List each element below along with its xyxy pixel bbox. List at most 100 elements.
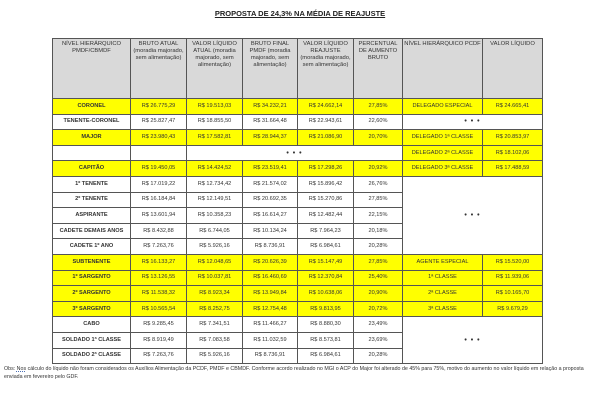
table-cell: R$ 7.263,76	[130, 347, 187, 365]
column-header: VALOR LÍQUIDO ATUAL (moradia majorado, s…	[186, 38, 243, 99]
ellipsis-cell: • • •	[402, 113, 543, 131]
table-cell: R$ 28.944,37	[242, 129, 298, 146]
table-cell: R$ 8.252,75	[186, 300, 243, 318]
table-cell: 27,85%	[353, 253, 403, 271]
column-header: VALOR LÍQUIDO	[482, 38, 543, 99]
table-row: CAPITÃO R$ 19.450,05 R$ 14.424,52 R$ 23.519…	[52, 160, 543, 177]
table-cell: R$ 10.565,54	[130, 300, 187, 318]
table-cell: R$ 7.964,23	[297, 222, 354, 240]
pcdf-value-cell: R$ 17.488,59	[482, 160, 543, 177]
pcdf-level-cell: DELEGADO 2ª CLASSE	[402, 144, 483, 162]
table-cell: R$ 13.126,55	[130, 269, 187, 287]
table-cell: R$ 6.744,05	[186, 222, 243, 240]
pcdf-level-cell: 1ª CLASSE	[402, 269, 483, 287]
table-cell: R$ 10.037,81	[186, 269, 243, 287]
table-cell: R$ 8.880,30	[297, 316, 354, 333]
table-row: CADETE 1º ANO R$ 7.263,76 R$ 5.926,16 R$ 8.…	[52, 238, 543, 255]
table-cell: R$ 20.626,39	[242, 253, 298, 271]
table-cell: R$ 12.482,44	[297, 207, 354, 224]
table-cell: R$ 26.775,29	[130, 98, 187, 115]
table-cell: 22,15%	[353, 207, 403, 224]
pcdf-value-cell: R$ 9.679,29	[482, 300, 543, 318]
table-cell: 20,92%	[353, 160, 403, 177]
document-title: PROPOSTA DE 24,3% NA MÉDIA DE REAJUSTE	[214, 9, 386, 18]
table-cell: 22,60%	[353, 113, 403, 131]
pcdf-level-cell: DELEGADO ESPECIAL	[402, 98, 483, 115]
pcdf-value-cell: R$ 18.102,06	[482, 144, 543, 162]
table-cell: R$ 34.232,21	[242, 98, 298, 115]
table-cell: R$ 16.460,69	[242, 269, 298, 287]
table-cell: R$ 15.270,86	[297, 191, 354, 209]
rank-cell: 2º TENENTE	[52, 191, 131, 209]
table-cell: R$ 15.147,49	[297, 253, 354, 271]
table-cell: R$ 12.734,42	[186, 175, 243, 193]
table-cell: R$ 18.855,50	[186, 113, 243, 131]
pcdf-value-cell: R$ 11.939,06	[482, 269, 543, 287]
table-cell: R$ 24.662,14	[297, 98, 354, 115]
table-cell: R$ 12.754,48	[242, 300, 298, 318]
footnote-word: Nos	[16, 366, 27, 372]
table-cell: R$ 21.574,02	[242, 175, 298, 193]
pcdf-level-cell: 2ª CLASSE	[402, 285, 483, 302]
table-cell: R$ 23.980,43	[130, 129, 187, 146]
table-cell: R$ 5.926,16	[186, 238, 243, 255]
table-cell: 20,72%	[353, 300, 403, 318]
table-cell: R$ 19.513,03	[186, 98, 243, 115]
pcdf-value-cell: R$ 10.165,70	[482, 285, 543, 302]
table-cell: 27,85%	[353, 98, 403, 115]
rank-cell: ASPIRANTE	[52, 207, 131, 224]
table-cell: R$ 13.949,84	[242, 285, 298, 302]
pcdf-value-cell: R$ 15.520,00	[482, 253, 543, 271]
rank-cell: CABO	[52, 316, 131, 333]
table-row: 3º SARGENTO R$ 10.565,54 R$ 8.252,75 R$ 12.…	[52, 300, 543, 318]
rank-cell: MAJOR	[52, 129, 131, 146]
rank-cell: 1º TENENTE	[52, 175, 131, 193]
table-cell: R$ 7.341,51	[186, 316, 243, 333]
table-cell: R$ 9.813,95	[297, 300, 354, 318]
table-row: MAJOR R$ 23.980,43 R$ 17.582,81 R$ 28.944,3…	[52, 129, 543, 146]
ellipsis-cell: • • •	[402, 316, 543, 365]
table-cell: R$ 11.466,27	[242, 316, 298, 333]
table-row: 1º TENENTE R$ 17.019,22 R$ 12.734,42 R$ 21.…	[52, 175, 543, 255]
salary-table: NÍVEL HIERÁRQUICO PMDF/CBMDF BRUTO ATUAL …	[52, 38, 543, 365]
column-header: NÍVEL HIERÁRQUICO PMDF/CBMDF	[52, 38, 131, 99]
footnote: Obs: Nos cálculo do líquido não foram co…	[4, 366, 584, 380]
table-cell: R$ 12.048,65	[186, 253, 243, 271]
column-header: NÍVEL HIERÁRQUICO PCDF	[402, 38, 483, 99]
column-header: VALOR LÍQUIDO REAJUSTE (moradia majorado…	[297, 38, 354, 99]
table-cell: 20,18%	[353, 222, 403, 240]
table-cell: R$ 8.736,91	[242, 238, 298, 255]
table-cell: R$ 13.601,94	[130, 207, 187, 224]
table-cell: R$ 10.638,06	[297, 285, 354, 302]
table-cell: 20,28%	[353, 347, 403, 365]
rank-cell: SOLDADO 2ª CLASSE	[52, 347, 131, 365]
table-cell: 25,40%	[353, 269, 403, 287]
table-cell: 23,49%	[353, 316, 403, 333]
table-cell: R$ 10.358,23	[186, 207, 243, 224]
table-cell: R$ 11.538,32	[130, 285, 187, 302]
pcdf-value-cell: R$ 20.853,97	[482, 129, 543, 146]
table-cell: R$ 12.370,84	[297, 269, 354, 287]
table-cell: R$ 7.263,76	[130, 238, 187, 255]
rank-cell: CADETE 1º ANO	[52, 238, 131, 255]
pcdf-level-cell: DELEGADO 3ª CLASSE	[402, 160, 483, 177]
table-cell: 20,28%	[353, 238, 403, 255]
table-cell: R$ 7.083,58	[186, 331, 243, 349]
table-row: TENENTE-CORONEL R$ 25.827,47 R$ 18.855,50 R…	[52, 113, 543, 131]
table-cell: R$ 20.692,35	[242, 191, 298, 209]
table-cell: 20,70%	[353, 129, 403, 146]
table-cell: R$ 10.134,24	[242, 222, 298, 240]
table-cell: R$ 22.943,61	[297, 113, 354, 131]
table-cell: R$ 8.736,91	[242, 347, 298, 365]
rank-cell: SOLDADO 1ª CLASSE	[52, 331, 131, 349]
rank-cell: CAPITÃO	[52, 160, 131, 177]
rank-cell: CORONEL	[52, 98, 131, 115]
table-row: 2º SARGENTO R$ 11.538,32 R$ 8.923,34 R$ 13.…	[52, 285, 543, 302]
table-row: SUBTENENTE R$ 16.133,27 R$ 12.048,65 R$ 20.…	[52, 253, 543, 271]
table-row: SOLDADO 2ª CLASSE R$ 7.263,76 R$ 5.926,16 R…	[52, 347, 543, 365]
table-cell: R$ 23.519,41	[242, 160, 298, 177]
table-row: 1º SARGENTO R$ 13.126,55 R$ 10.037,81 R$ 16…	[52, 269, 543, 287]
table-cell: R$ 12.149,51	[186, 191, 243, 209]
pcdf-level-cell: DELEGADO 1ª CLASSE	[402, 129, 483, 146]
pcdf-value-cell: R$ 24.665,41	[482, 98, 543, 115]
